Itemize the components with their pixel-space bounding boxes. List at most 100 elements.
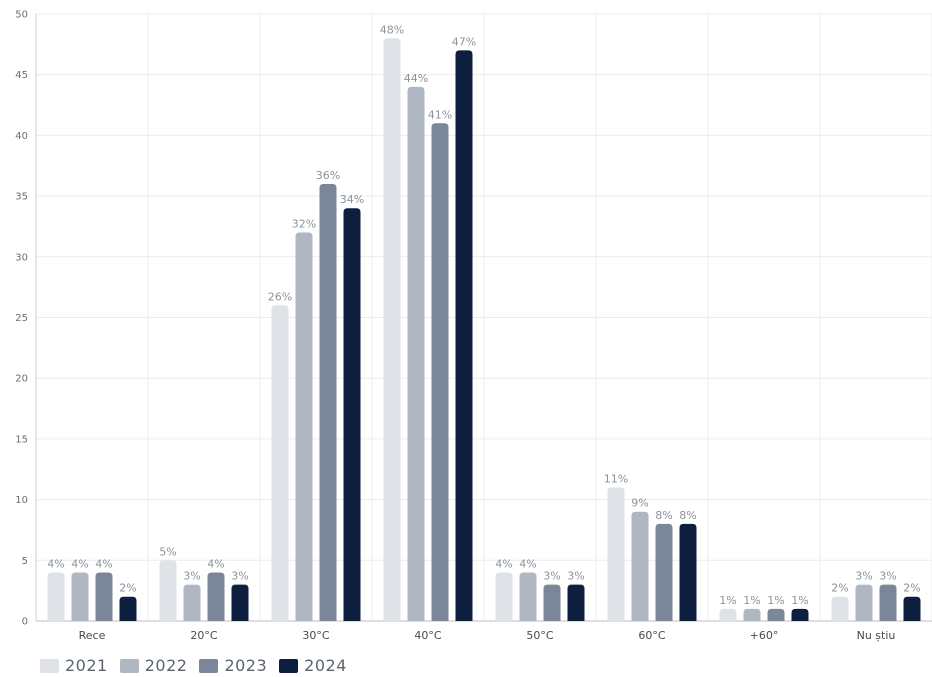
data-label: 4% <box>95 557 112 570</box>
bar-2022 <box>183 584 201 621</box>
y-tick-label: 10 <box>15 495 28 506</box>
data-label: 2% <box>831 582 848 595</box>
bar-2022 <box>743 608 761 621</box>
bar-2023 <box>767 608 785 621</box>
legend-item-2024: 2024 <box>279 656 347 675</box>
legend-item-2023: 2023 <box>199 656 267 675</box>
y-tick-label: 5 <box>22 556 28 567</box>
y-tick-label: 35 <box>15 192 28 203</box>
data-label: 36% <box>316 169 340 182</box>
x-category-label: Nu știu <box>857 629 896 642</box>
legend: 2021 2022 2023 2024 <box>40 656 347 675</box>
data-label: 41% <box>428 108 452 121</box>
data-label: 2% <box>119 582 136 595</box>
data-label: 5% <box>159 545 176 558</box>
x-category-label: 50°C <box>526 629 553 642</box>
bar-2021 <box>831 596 849 621</box>
data-label: 4% <box>495 557 512 570</box>
bar-2024 <box>231 584 249 621</box>
bar-2022 <box>631 511 649 621</box>
bar-2022 <box>295 232 313 621</box>
data-label: 44% <box>404 72 428 85</box>
legend-label: 2024 <box>304 656 347 675</box>
bar-2022 <box>71 572 89 621</box>
data-label: 32% <box>292 218 316 231</box>
data-label: 8% <box>679 509 696 522</box>
y-tick-label: 20 <box>15 374 28 385</box>
x-category-label: +60° <box>750 629 779 642</box>
bar-2023 <box>95 572 113 621</box>
bar-2024 <box>119 596 137 621</box>
bar-2022 <box>855 584 873 621</box>
bar-2023 <box>543 584 561 621</box>
bar-2021 <box>383 38 401 621</box>
data-label: 3% <box>855 570 872 583</box>
y-tick-label: 25 <box>15 313 28 324</box>
bar-2024 <box>791 608 809 621</box>
grid-lines <box>35 13 932 622</box>
y-tick-label: 40 <box>15 131 28 142</box>
data-label: 1% <box>719 594 736 607</box>
data-label: 11% <box>604 472 628 485</box>
data-label: 3% <box>183 570 200 583</box>
data-label: 1% <box>767 594 784 607</box>
y-tick-label: 15 <box>15 434 28 445</box>
legend-swatch <box>199 658 219 673</box>
data-label: 2% <box>903 582 920 595</box>
legend-swatch <box>40 658 59 673</box>
data-label: 48% <box>380 23 404 36</box>
bar-2022 <box>519 572 537 621</box>
y-tick-label: 50 <box>15 10 28 21</box>
legend-swatch <box>279 658 299 673</box>
data-label: 9% <box>631 497 648 510</box>
bar-2023 <box>879 584 897 621</box>
data-labels: 4% 4% 4% 2% 5% 3% 4% 3% 26% 32% 36%34% 48% 44% 41% 47%… <box>47 23 920 607</box>
bar-2021 <box>271 305 289 621</box>
bar-2021 <box>607 487 625 621</box>
bar-2023 <box>655 523 673 621</box>
bar-2021 <box>495 572 513 621</box>
y-tick-label: 30 <box>15 252 28 263</box>
data-label: 4% <box>207 557 224 570</box>
bar-2021 <box>47 572 65 621</box>
x-category-label: 60°C <box>638 629 665 642</box>
y-axis-ticks: 0 5 10 15 20 25 30 35 40 45 50 <box>15 10 28 628</box>
data-label: 3% <box>543 570 560 583</box>
x-category-label: 20°C <box>190 629 217 642</box>
bar-2023 <box>319 183 337 621</box>
data-label: 26% <box>268 290 292 303</box>
bar-2024 <box>679 523 697 621</box>
x-category-label: 30°C <box>302 629 329 642</box>
data-label: 4% <box>71 557 88 570</box>
legend-item-2021: 2021 <box>40 656 108 675</box>
legend-item-2022: 2022 <box>119 656 188 675</box>
bar-2023 <box>431 123 449 621</box>
bar-2024 <box>903 596 921 621</box>
legend-label: 2021 <box>65 656 108 675</box>
data-label: 1% <box>791 594 808 607</box>
data-label: 1% <box>743 594 760 607</box>
data-label: 3% <box>879 570 896 583</box>
legend-label: 2022 <box>144 656 188 675</box>
bar-2024 <box>567 584 585 621</box>
y-tick-label: 0 <box>22 617 28 628</box>
bar-2023 <box>207 572 225 621</box>
legend-label: 2023 <box>224 656 268 675</box>
bar-2021 <box>719 608 737 621</box>
data-label: 8% <box>655 509 672 522</box>
x-category-label: 40°C <box>414 629 441 642</box>
x-category-label: Rece <box>79 629 106 642</box>
data-label: 34% <box>340 193 364 206</box>
data-label: 3% <box>567 570 584 583</box>
bar-chart: 0 5 10 15 20 25 30 35 40 45 50 4% 4% 4% 2% 5% 3% 4% 3% 26%… <box>15 10 932 642</box>
data-label: 3% <box>231 570 248 583</box>
data-label: 47% <box>452 35 476 48</box>
data-label: 4% <box>47 557 64 570</box>
bar-2024 <box>455 50 473 622</box>
legend-swatch <box>119 658 139 673</box>
bar-2022 <box>407 86 425 622</box>
bars <box>47 38 921 622</box>
data-label: 4% <box>519 557 536 570</box>
x-axis-categories: Rece 20°C 30°C 40°C 50°C 60°C +60° Nu știu <box>79 629 896 642</box>
bar-2021 <box>159 560 177 621</box>
